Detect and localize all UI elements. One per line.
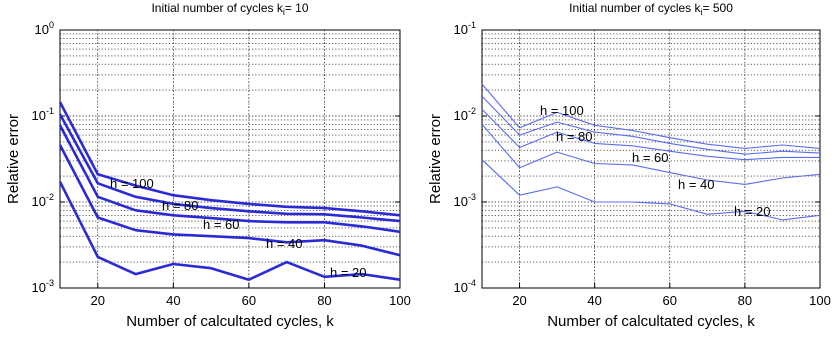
plot-frame	[59, 29, 401, 289]
series-line-h-100	[481, 83, 821, 149]
series-label: h = 60	[632, 150, 669, 165]
series-line-h-100	[58, 101, 401, 217]
x-tick-label: 80	[738, 293, 752, 308]
y-tick-label: 10-2	[32, 192, 54, 209]
series-line-h-20	[58, 181, 401, 282]
series-label: h = 20	[330, 265, 367, 280]
y-axis-label: Relative error	[5, 114, 22, 204]
series-line-h-20	[481, 159, 821, 221]
series-label: h = 40	[678, 177, 715, 192]
plot-frame	[481, 29, 821, 289]
y-tick-label: 10-2	[454, 106, 476, 123]
series-line-h-40	[481, 123, 821, 185]
x-axis-label: Number of calcultated cycles, k	[126, 313, 334, 330]
series-line-h-80	[481, 95, 821, 155]
series-line-h-60	[58, 124, 401, 234]
series-line-h-80	[58, 113, 401, 223]
x-tick-label: 20	[512, 293, 526, 308]
y-axis-label: Relative error	[427, 114, 444, 204]
chart-2: 10-4 10-3 10-2 10-1 20 40 60 80 100 Initial numbe…	[427, 1, 831, 330]
grid	[60, 30, 400, 288]
x-tick-label: 60	[242, 293, 256, 308]
series-label: h = 100	[540, 103, 584, 118]
series-label: h = 100	[110, 176, 154, 191]
x-tick-label: 100	[809, 293, 831, 308]
series-label: h = 40	[266, 236, 303, 251]
x-tick-label: 20	[91, 293, 105, 308]
y-tick-label: 10-3	[454, 192, 476, 209]
series-line-h-40	[58, 144, 401, 257]
x-tick-label: 40	[587, 293, 601, 308]
chart-1: 10-3 10-2 10-1 100 20 40 60 80 100 Initial number…	[5, 1, 411, 330]
series-label: h = 20	[734, 204, 771, 219]
series-label: h = 60	[203, 217, 240, 232]
series-line-h-60	[481, 108, 820, 161]
y-tick-label: 10-1	[32, 106, 54, 123]
y-tick-label: 100	[35, 20, 54, 37]
x-tick-label: 40	[166, 293, 180, 308]
series-label: h = 80	[556, 129, 593, 144]
chart-title: Initial number of cycles ki= 10	[151, 1, 308, 17]
y-tick-label: 10-3	[32, 278, 54, 295]
series-label: h = 80	[162, 198, 199, 213]
x-tick-label: 60	[663, 293, 677, 308]
y-tick-label: 10-4	[454, 278, 476, 295]
x-axis-label: Number of calcultated cycles, k	[547, 313, 755, 330]
y-tick-label: 10-1	[454, 20, 476, 37]
x-tick-label: 80	[317, 293, 331, 308]
chart-title: Initial number of cycles ki= 500	[569, 1, 733, 17]
x-tick-label: 100	[389, 293, 411, 308]
grid	[482, 30, 820, 288]
